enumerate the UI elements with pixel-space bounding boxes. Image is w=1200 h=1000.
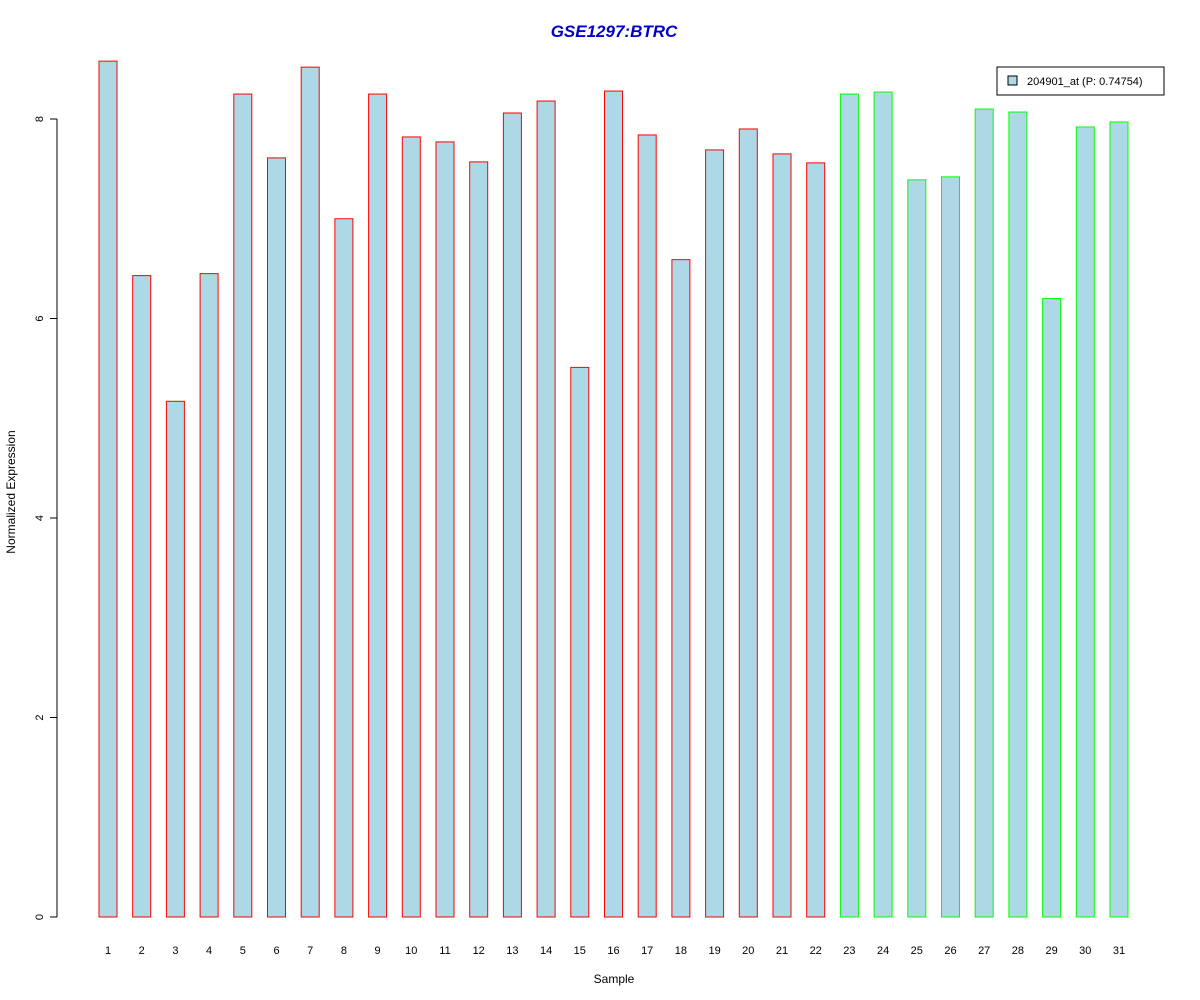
bar-sample-19 [705,149,725,918]
bar-sample-27 [974,108,994,918]
x-tick-label: 12 [473,945,485,957]
bar-sample-29 [1042,298,1062,918]
x-tick-label: 19 [708,945,720,957]
bar-sample-23 [839,93,859,918]
x-tick-label: 1 [105,945,111,957]
bar-sample-26 [941,176,960,918]
x-tick-label: 26 [944,945,956,957]
bar-sample-17 [637,134,657,918]
x-tick-label: 5 [240,945,246,957]
y-tick-label: 2 [34,714,46,720]
y-axis-title: Normalized Expression [4,430,18,553]
x-tick-label: 16 [607,945,619,957]
y-tick-label: 8 [34,116,46,122]
bar-sample-16 [604,90,623,918]
bar-sample-14 [536,100,556,918]
bars-group [98,60,1129,918]
x-tick-label: 17 [641,945,653,957]
bar-sample-6 [267,157,286,918]
x-tick-label: 7 [307,945,313,957]
bar-sample-11 [435,141,455,918]
x-tick-label: 10 [405,945,417,957]
x-tick-label: 25 [911,945,923,957]
x-tick-label: 27 [978,945,990,957]
x-tick-label: 31 [1113,945,1125,957]
x-tick-label: 4 [206,945,212,957]
y-tick-label: 6 [34,315,46,321]
bar-sample-20 [738,128,758,918]
x-tick-label: 13 [506,945,518,957]
bar-sample-21 [772,153,792,918]
bar-sample-8 [334,218,354,918]
bar-sample-5 [233,93,253,918]
legend-label: 204901_at (P: 0.74754) [1027,76,1143,88]
x-tick-label: 30 [1079,945,1091,957]
bar-sample-4 [199,273,219,918]
bar-sample-18 [671,259,691,918]
bar-sample-10 [401,136,421,918]
x-tick-label: 22 [810,945,822,957]
legend-box [996,66,1165,96]
bar-sample-2 [132,275,152,918]
x-tick-label: 28 [1012,945,1024,957]
x-tick-label: 2 [139,945,145,957]
chart-title: GSE1297:BTRC [551,22,678,41]
bar-sample-13 [502,112,522,918]
legend-swatch [1007,75,1018,86]
bar-sample-7 [300,66,320,918]
x-tick-label: 9 [375,945,381,957]
bar-sample-9 [368,93,388,918]
bar-sample-25 [907,179,927,918]
bar-sample-22 [806,162,826,918]
x-tick-label: 11 [439,945,450,957]
y-axis: 0 2 4 6 8 [34,116,58,920]
x-tick-label: 18 [675,945,687,957]
bar-sample-30 [1075,126,1095,918]
bar-sample-28 [1008,111,1028,918]
x-axis-title: Sample [594,972,635,986]
y-tick-label: 4 [34,515,46,521]
x-tick-label: 15 [574,945,586,957]
x-tick-label: 21 [776,945,788,957]
bar-sample-12 [469,161,489,918]
legend: 204901_at (P: 0.74754) [996,66,1165,96]
y-tick-label: 0 [34,914,46,920]
bar-sample-1 [98,60,118,918]
x-tick-label: 14 [540,945,552,957]
bar-sample-31 [1109,121,1129,918]
x-tick-label: 20 [742,945,754,957]
x-tick-label: 23 [843,945,855,957]
x-tick-label: 6 [273,945,279,957]
x-tick-label: 24 [877,945,889,957]
x-tick-labels: 1 2 3 4 5 6 7 8 9 10 11 12 13 14 15 16 17 18 19 20 21 22 23 24 2… [105,945,1125,957]
x-tick-label: 29 [1045,945,1057,957]
x-tick-label: 3 [172,945,178,957]
bar-sample-24 [873,91,893,918]
bar-sample-3 [165,400,185,918]
bar-sample-15 [570,366,590,918]
x-tick-label: 8 [341,945,347,957]
